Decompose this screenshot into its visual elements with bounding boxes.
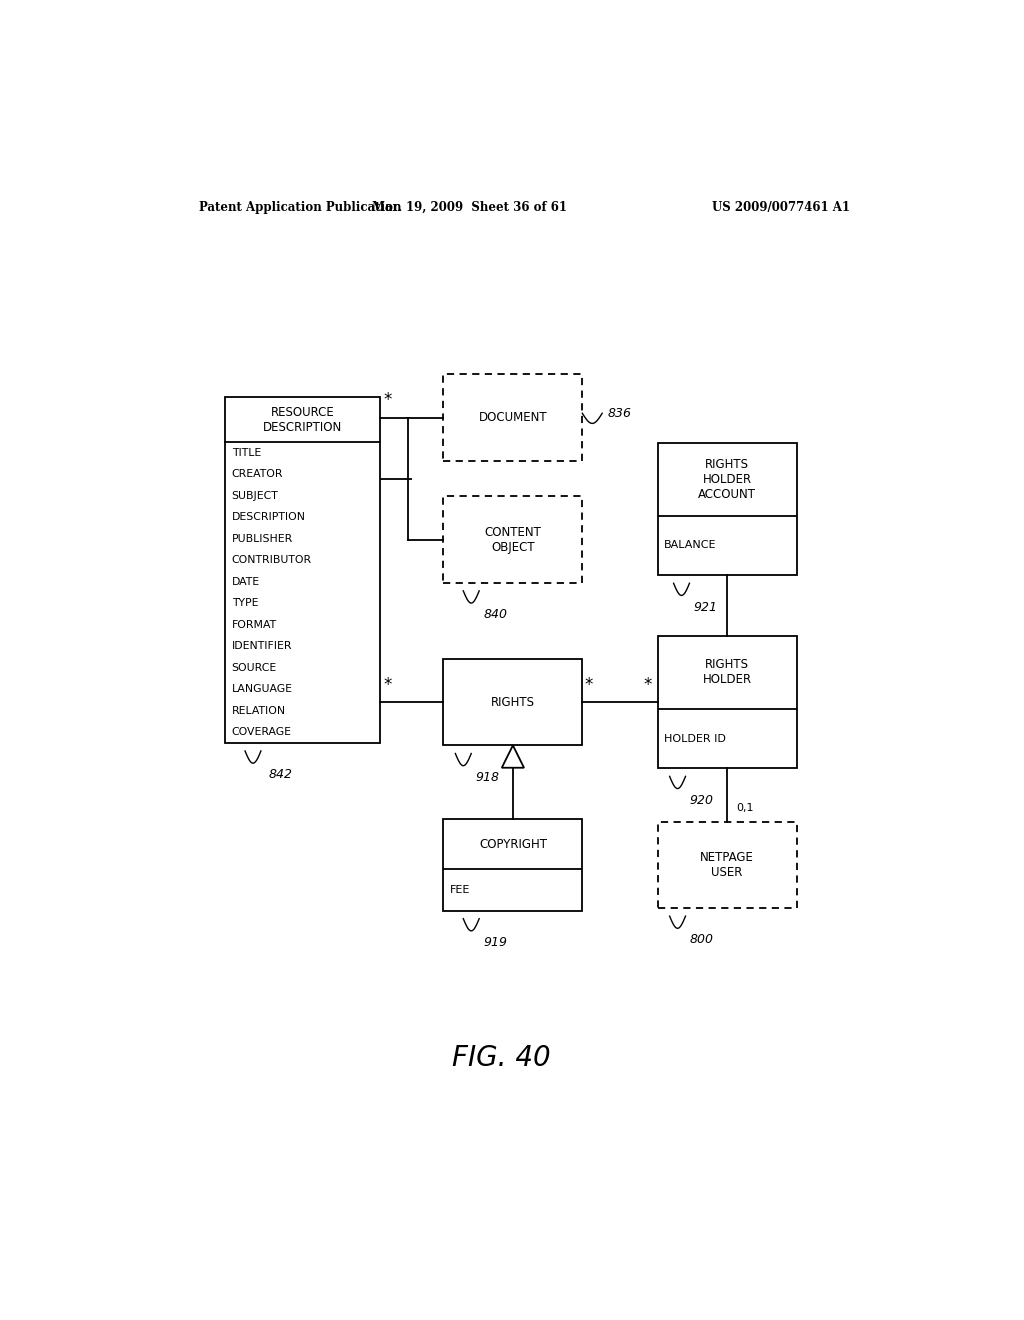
Bar <box>225 397 380 743</box>
Text: FEE: FEE <box>450 884 470 895</box>
Text: BALANCE: BALANCE <box>665 540 717 550</box>
Text: IDENTIFIER: IDENTIFIER <box>231 642 292 651</box>
Text: SUBJECT: SUBJECT <box>231 491 279 500</box>
Text: RIGHTS
HOLDER: RIGHTS HOLDER <box>702 659 752 686</box>
Bar <box>657 821 797 908</box>
Text: DOCUMENT: DOCUMENT <box>478 411 547 424</box>
Text: CONTRIBUTOR: CONTRIBUTOR <box>231 556 311 565</box>
Text: HOLDER ID: HOLDER ID <box>665 734 726 743</box>
Text: FORMAT: FORMAT <box>231 619 276 630</box>
Text: DATE: DATE <box>231 577 260 587</box>
Text: 919: 919 <box>483 936 507 949</box>
Text: 918: 918 <box>475 771 500 784</box>
Text: 0,1: 0,1 <box>736 804 755 813</box>
Text: 842: 842 <box>269 768 293 781</box>
Text: PUBLISHER: PUBLISHER <box>231 533 293 544</box>
Text: FIG. 40: FIG. 40 <box>452 1044 550 1072</box>
Text: SOURCE: SOURCE <box>231 663 276 673</box>
Text: TYPE: TYPE <box>231 598 258 609</box>
Polygon shape <box>502 746 524 768</box>
Text: 921: 921 <box>693 601 718 614</box>
Text: TITLE: TITLE <box>231 447 261 458</box>
Text: RIGHTS
HOLDER
ACCOUNT: RIGHTS HOLDER ACCOUNT <box>698 458 756 500</box>
Text: RIGHTS: RIGHTS <box>490 696 535 709</box>
Text: 840: 840 <box>483 609 507 622</box>
Text: Mar. 19, 2009  Sheet 36 of 61: Mar. 19, 2009 Sheet 36 of 61 <box>372 201 566 214</box>
Text: *: * <box>384 392 392 409</box>
Text: Patent Application Publication: Patent Application Publication <box>200 201 402 214</box>
Text: RESOURCE
DESCRIPTION: RESOURCE DESCRIPTION <box>263 405 342 434</box>
Text: COVERAGE: COVERAGE <box>231 727 292 737</box>
Text: *: * <box>585 676 593 694</box>
Text: 800: 800 <box>689 933 714 946</box>
Bar <box>443 818 583 911</box>
Text: CREATOR: CREATOR <box>231 470 283 479</box>
Text: COPYRIGHT: COPYRIGHT <box>479 838 547 850</box>
Bar <box>657 444 797 576</box>
Text: US 2009/0077461 A1: US 2009/0077461 A1 <box>712 201 850 214</box>
Bar <box>443 496 583 582</box>
Text: NETPAGE
USER: NETPAGE USER <box>700 851 754 879</box>
Bar <box>443 375 583 461</box>
Text: CONTENT
OBJECT: CONTENT OBJECT <box>484 525 542 553</box>
Text: *: * <box>384 676 392 694</box>
Text: 836: 836 <box>607 407 632 420</box>
Text: 920: 920 <box>689 793 714 807</box>
Text: LANGUAGE: LANGUAGE <box>231 684 293 694</box>
Text: DESCRIPTION: DESCRIPTION <box>231 512 305 523</box>
Text: *: * <box>643 676 652 694</box>
Bar <box>657 636 797 768</box>
Bar <box>443 659 583 746</box>
Text: RELATION: RELATION <box>231 706 286 715</box>
